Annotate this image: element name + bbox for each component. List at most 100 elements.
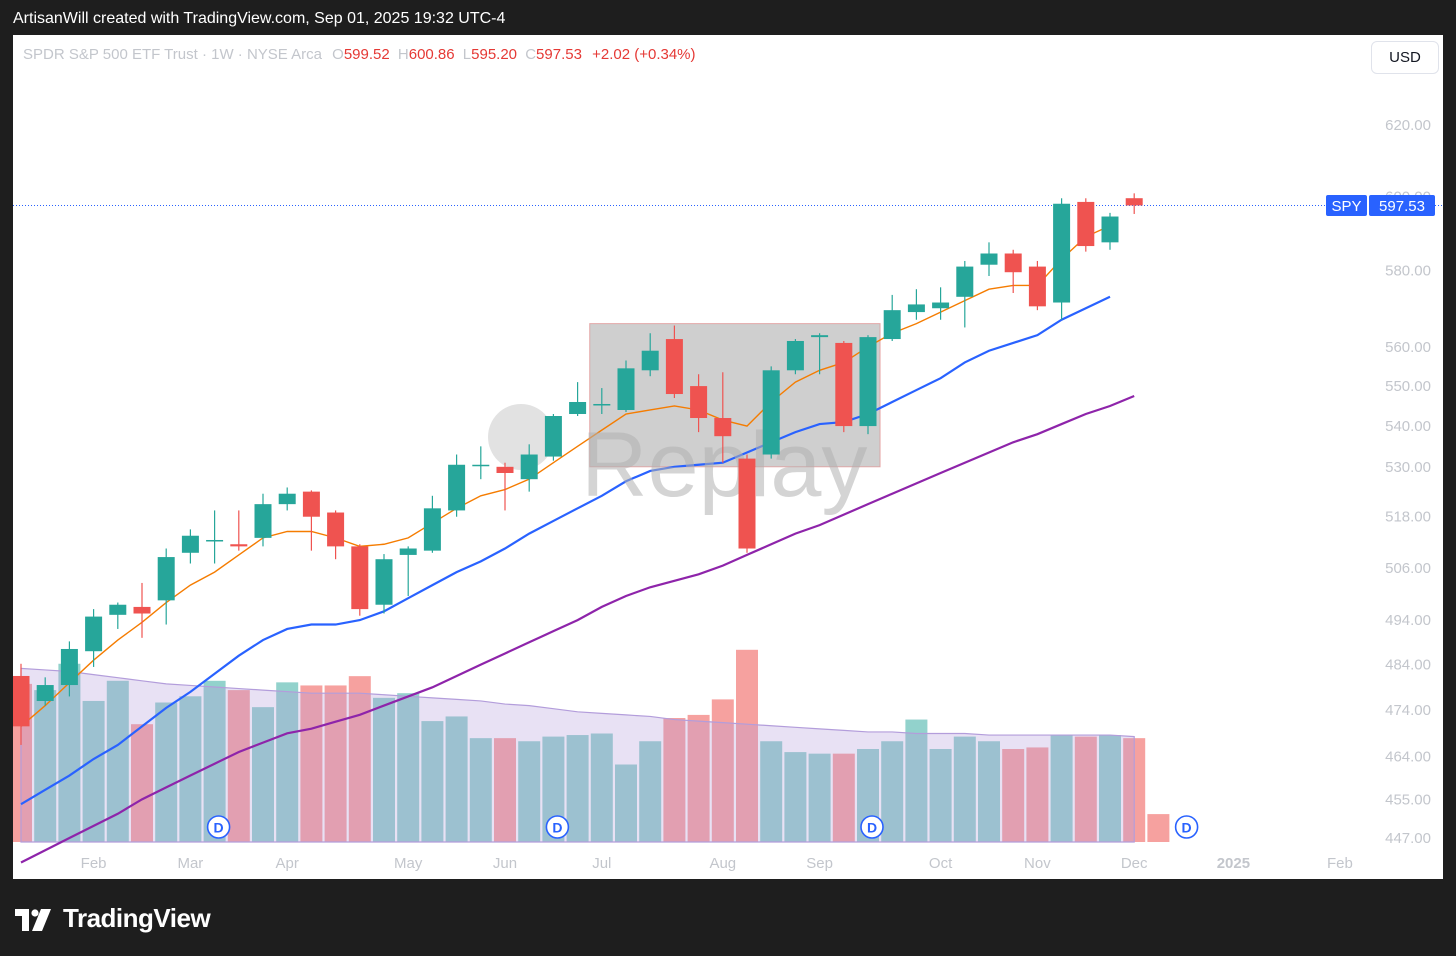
volume-bar: [1026, 747, 1049, 842]
candle-body: [302, 491, 320, 517]
candle-body: [786, 340, 804, 371]
volume-bar: [421, 721, 444, 842]
candle-body: [932, 302, 950, 309]
replay-icon: [488, 404, 554, 470]
time-tick-label: Apr: [276, 855, 299, 872]
volume-bar: [397, 693, 420, 842]
volume-bar: [58, 663, 81, 842]
candles: [13, 193, 1143, 745]
candle-body: [351, 546, 369, 610]
volume-bar: [227, 690, 250, 842]
dividend-marker-label: D: [867, 820, 877, 836]
candle-body: [60, 648, 78, 686]
volume-bar: [736, 649, 758, 842]
volume-bar: [1074, 736, 1097, 842]
candle-body: [36, 685, 54, 702]
volume-bar: [832, 753, 855, 842]
replay-range: [589, 323, 881, 468]
price-axis[interactable]: 447.00 455.00 464.00 474.00 484.00 494.00 506.…: [1385, 117, 1431, 847]
volume-bar: [663, 718, 686, 842]
volume-bar: [590, 733, 613, 842]
candle-body: [1125, 198, 1143, 206]
price-tick-label: 474.00: [1385, 702, 1431, 719]
volume-bar: [978, 741, 1000, 842]
volume-bar: [34, 690, 57, 842]
volume-bar: [711, 699, 734, 842]
candle-body: [1101, 216, 1119, 243]
volume-bar: [639, 741, 662, 842]
candle-body: [375, 559, 393, 605]
price-tag-value: 597.53: [1379, 198, 1425, 215]
volume-ma: [20, 667, 1135, 843]
price-tick-label: 530.00: [1385, 459, 1431, 476]
candle-body: [1028, 266, 1046, 307]
volume-bar: [131, 724, 153, 842]
volume-bar: [760, 741, 783, 842]
volume-bar: [324, 685, 347, 842]
price-tick-label: 464.00: [1385, 749, 1431, 766]
volume-bar: [494, 738, 516, 842]
price-tag-value-box: [1369, 195, 1435, 216]
low-value: 595.20: [471, 46, 518, 63]
candle-body: [157, 557, 175, 601]
candle-body: [327, 512, 345, 547]
candle-body: [472, 464, 490, 467]
dividend-marker-label: D: [552, 820, 562, 836]
time-axis[interactable]: Feb Mar Apr May Jun Jul Aug Sep Oct Nov Dec 2025 Feb: [81, 855, 1353, 872]
candle-body: [254, 504, 272, 538]
top-bar: ArtisanWill created with TradingView.com…: [0, 0, 1456, 38]
volume-bar: [469, 738, 492, 842]
volume-bar: [106, 680, 129, 842]
candle-body: [13, 675, 30, 727]
open-label: O: [332, 46, 344, 63]
symbol-legend: SPDR S&P 500 ETF Trust · 1W · NYSE Arca …: [23, 46, 696, 63]
change-value: +2.02 (+0.34%): [592, 46, 696, 63]
tradingview-logo-icon: [15, 909, 51, 931]
volume-bar: [808, 753, 831, 842]
time-tick-label: Mar: [177, 855, 203, 872]
price-tick-label: 506.00: [1385, 560, 1431, 577]
dividend-marker: [860, 815, 884, 839]
price-tick-label: 540.00: [1385, 418, 1431, 435]
price-tick-label: 518.00: [1385, 509, 1431, 526]
time-tick-label: Oct: [929, 855, 953, 872]
high-label: H: [397, 46, 409, 63]
price-tick-label: 447.00: [1385, 830, 1431, 847]
candle-body: [1053, 203, 1071, 303]
moving-averages: [20, 225, 1135, 864]
candle-body: [230, 544, 248, 547]
price-tick-label: 484.00: [1385, 657, 1431, 674]
time-tick-label: Feb: [1327, 855, 1353, 872]
moving-average-line: [20, 295, 1111, 806]
volume-bar: [881, 741, 904, 842]
candle-body: [665, 339, 683, 395]
volume-bar: [929, 749, 952, 842]
volume-ma-area: [20, 667, 1135, 843]
candle-body: [956, 266, 974, 297]
dividend-marker: [206, 815, 231, 839]
candle-body: [520, 454, 538, 480]
volume-bar: [1099, 735, 1121, 842]
candle-body: [133, 606, 151, 614]
symbol-description[interactable]: SPDR S&P 500 ETF Trust · 1W · NYSE Arca: [23, 46, 322, 63]
volume-bar: [276, 682, 299, 842]
tradingview-brand: TradingView: [63, 903, 211, 933]
candle-body: [593, 403, 611, 406]
volume-bar: [348, 676, 371, 842]
time-tick-label: 2025: [1217, 855, 1250, 872]
candle-body: [714, 418, 732, 437]
low-label: L: [462, 46, 472, 63]
currency-button[interactable]: USD: [1371, 41, 1439, 74]
volume-bar: [373, 697, 395, 842]
candle-body: [448, 464, 466, 511]
candle-body: [1004, 253, 1022, 273]
time-tick-label: Aug: [709, 855, 736, 872]
price-tick-label: 550.00: [1385, 378, 1431, 395]
volume-bar: [615, 764, 637, 842]
dividend-marker-label: D: [214, 820, 224, 836]
price-tick-label: 560.00: [1385, 339, 1431, 356]
volume-bar: [300, 685, 323, 842]
candle-body: [206, 539, 224, 542]
